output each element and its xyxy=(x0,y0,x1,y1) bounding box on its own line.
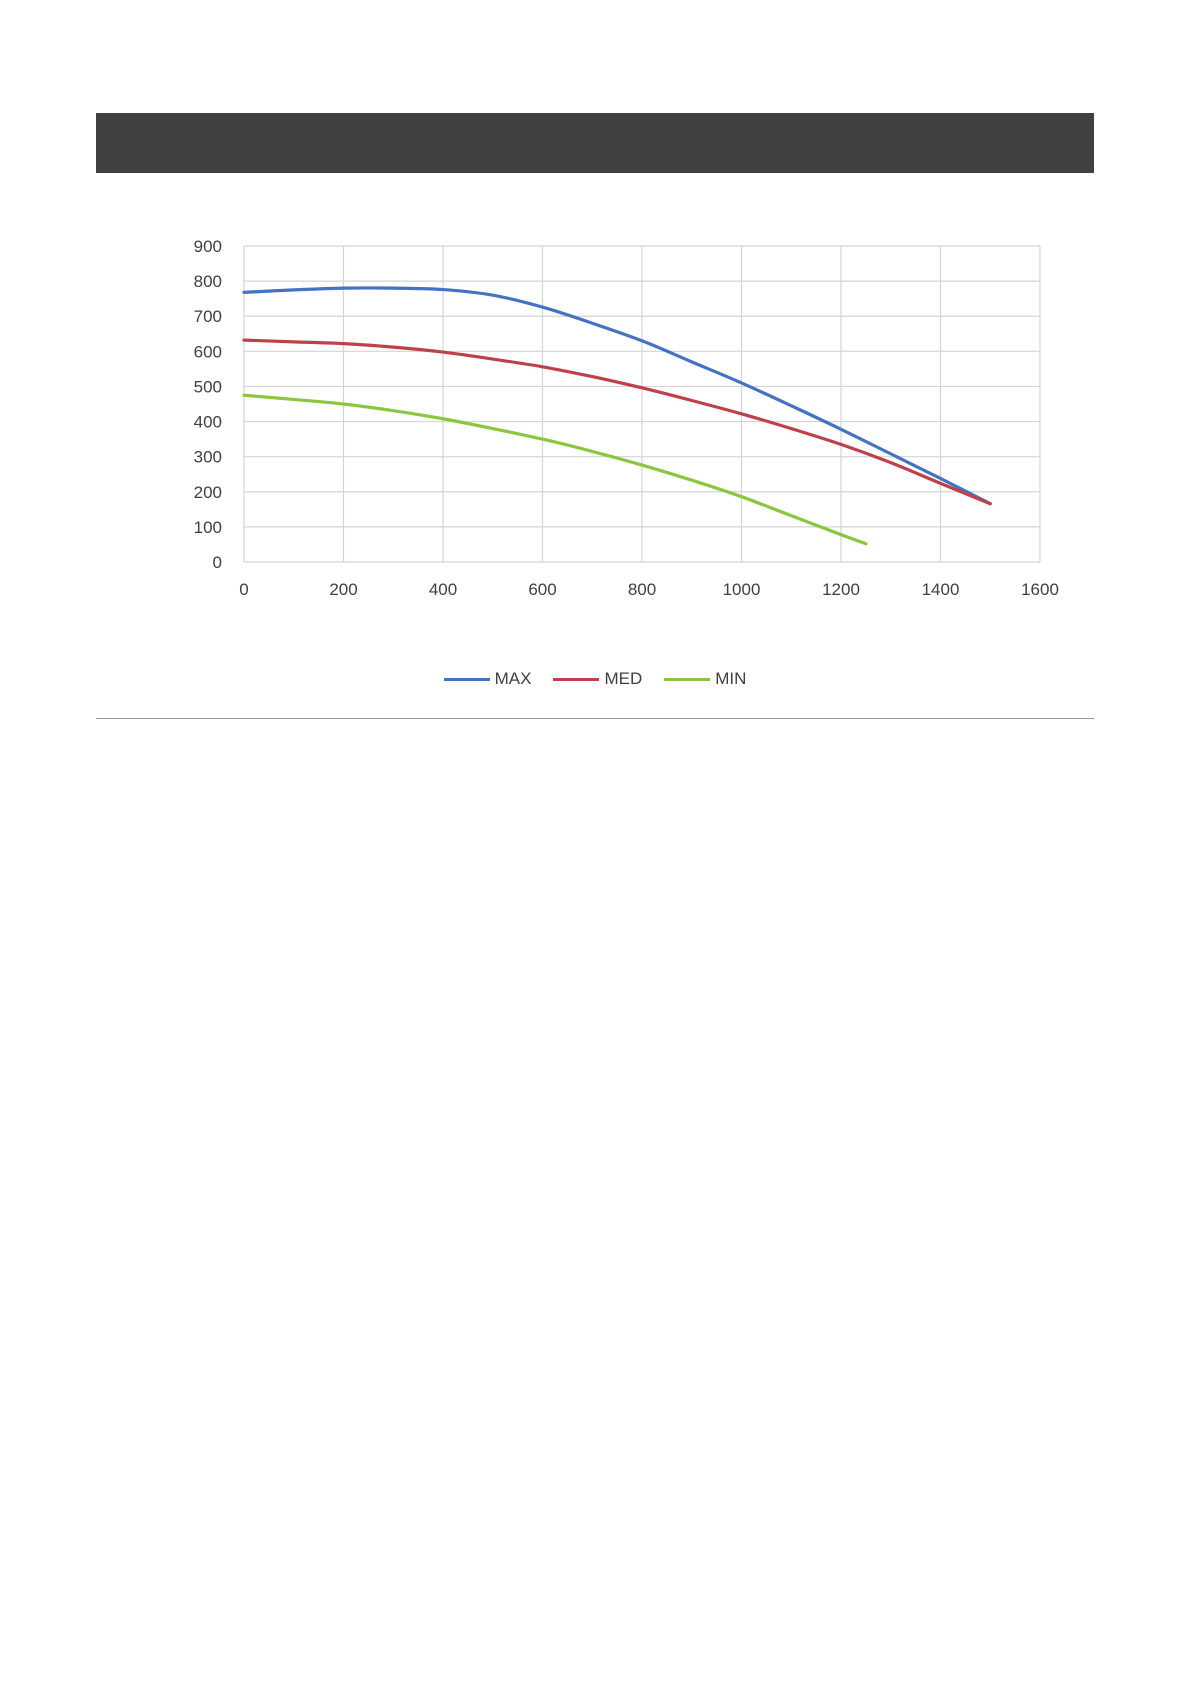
series-line-med xyxy=(242,338,992,506)
chart-container: 0 200 400 600 800 1000 1200 1400 1600 0 100 200 300 4… xyxy=(96,173,1094,713)
bottom-divider xyxy=(96,718,1094,719)
series-line-max xyxy=(242,286,992,506)
x-tick-label: 800 xyxy=(628,580,656,599)
y-tick-label: 600 xyxy=(194,342,222,361)
legend-label: MIN xyxy=(715,669,747,688)
x-tick-label: 1200 xyxy=(822,580,860,599)
x-tick-label: 600 xyxy=(528,580,556,599)
y-tick-label: 900 xyxy=(194,237,222,256)
x-tick-label: 200 xyxy=(329,580,357,599)
legend-label: MAX xyxy=(494,669,532,688)
x-tick-label: 1600 xyxy=(1021,580,1059,599)
y-tick-label: 500 xyxy=(194,377,222,396)
y-tick-label: 200 xyxy=(194,483,222,502)
legend-swatch xyxy=(664,677,711,681)
y-tick-label: 700 xyxy=(194,307,222,326)
x-tick-label: 400 xyxy=(429,580,457,599)
legend-swatch xyxy=(443,677,490,681)
performance-chart: 0 200 400 600 800 1000 1200 1400 1600 0 100 200 300 4… xyxy=(194,237,1059,599)
chart-legend: MAX MED MIN xyxy=(96,667,1094,691)
legend-label: MED xyxy=(604,669,643,688)
legend-item-med: MED xyxy=(553,669,642,689)
header-bar xyxy=(96,113,1094,173)
y-tick-label: 100 xyxy=(194,518,222,537)
x-tick-label: 1400 xyxy=(922,580,960,599)
legend-item-max: MAX xyxy=(443,669,532,689)
y-tick-label: 400 xyxy=(194,413,222,432)
y-tick-label: 800 xyxy=(194,272,222,291)
y-tick-label: 0 xyxy=(213,553,222,572)
x-tick-label: 0 xyxy=(239,580,248,599)
y-tick-label: 300 xyxy=(194,448,222,467)
legend-swatch xyxy=(553,677,600,681)
x-tick-label: 1000 xyxy=(723,580,761,599)
legend-item-min: MIN xyxy=(664,669,746,689)
series-line-min xyxy=(242,393,868,546)
